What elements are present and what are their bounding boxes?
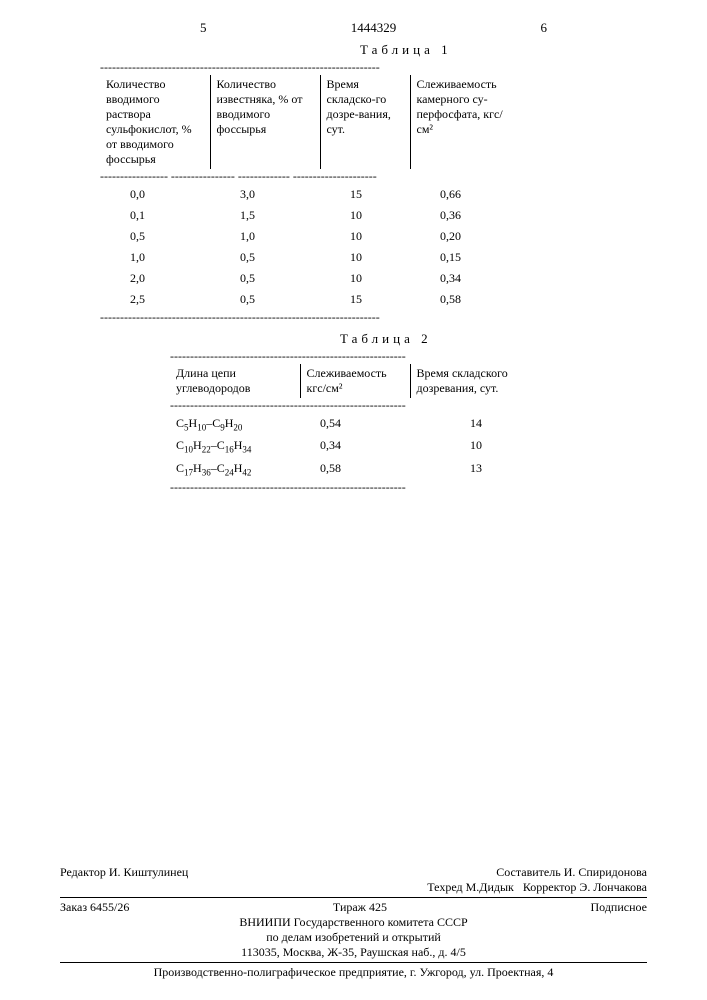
table1-caption: Таблица 1 [360, 42, 707, 58]
footer-divider-2 [60, 962, 647, 963]
table2-header-3: Время складского дозревания, сут. [410, 364, 550, 398]
editor-name: И. Киштулинец [109, 865, 188, 879]
page-num-right: 6 [541, 20, 548, 36]
cell: 0,1 [100, 205, 210, 226]
table2-body: C5H10–C9H20 0,54 14 C10H22–C16H34 0,34 1… [170, 413, 550, 480]
cell: 0,0 [100, 184, 210, 205]
bottom-line: Производственно-полиграфическое предприя… [0, 965, 707, 980]
table-row: 0,0 3,0 15 0,66 [100, 184, 520, 205]
table-row: 0,5 1,0 10 0,20 [100, 226, 520, 247]
cell: 0,5 [210, 247, 320, 268]
table2-header-2: Слеживаемость кгс/см² [300, 364, 410, 398]
compiler-info: Составитель И. Спиридонова [496, 865, 647, 880]
footer-row-order: Заказ 6455/26 Тираж 425 Подписное [0, 900, 707, 915]
cell: 10 [320, 205, 410, 226]
cell: C10H22–C16H34 [170, 435, 300, 457]
table1-header-3: Время складско-го дозре-вания, сут. [320, 75, 410, 169]
cell: 0,54 [300, 413, 410, 435]
document-footer: Редактор И. Киштулинец Составитель И. Сп… [0, 865, 707, 980]
cell: 1,0 [100, 247, 210, 268]
table-row: 2,5 0,5 15 0,58 [100, 289, 520, 310]
doc-number: 1444329 [351, 20, 397, 36]
address-line: 113035, Москва, Ж-35, Раушская наб., д. … [0, 945, 707, 960]
table-row: 2,0 0,5 10 0,34 [100, 268, 520, 289]
table2-header-1: Длина цепи углеводородов [170, 364, 300, 398]
table-row: 0,1 1,5 10 0,36 [100, 205, 520, 226]
table-row: C10H22–C16H34 0,34 10 [170, 435, 550, 457]
cell: C5H10–C9H20 [170, 413, 300, 435]
subscription: Подписное [591, 900, 648, 915]
tech-label: Техред [427, 880, 462, 894]
table2-border-top: ----------------------------------------… [170, 349, 707, 364]
page-header-numbers: 5 1444329 6 [0, 20, 707, 36]
cell: 0,5 [210, 268, 320, 289]
table1-header-2: Количество известняка, % от вводимого фо… [210, 75, 320, 169]
footer-row-credits: Редактор И. Киштулинец Составитель И. Сп… [0, 865, 707, 880]
org-line-1: ВНИИПИ Государственного комитета СССР [0, 915, 707, 930]
order-number: Заказ 6455/26 [60, 900, 129, 915]
cell: 10 [320, 226, 410, 247]
cell: 15 [320, 184, 410, 205]
table1-header-4: Слеживаемость камерного су-перфосфата, к… [410, 75, 520, 169]
table-row: 1,0 0,5 10 0,15 [100, 247, 520, 268]
table-row: C17H36–C24H42 0,58 13 [170, 458, 550, 480]
cell: C17H36–C24H42 [170, 458, 300, 480]
table1: Количество вводимого раствора сульфокисл… [100, 75, 520, 169]
table2: Длина цепи углеводородов Слеживаемость к… [170, 364, 550, 398]
table1-border-mid: ----------------- ---------------- -----… [100, 169, 707, 184]
cell: 0,58 [410, 289, 520, 310]
cell: 10 [320, 268, 410, 289]
table2-header-row: Длина цепи углеводородов Слеживаемость к… [170, 364, 550, 398]
corrector-label: Корректор [523, 880, 577, 894]
cell: 0,5 [100, 226, 210, 247]
cell: 0,36 [410, 205, 520, 226]
editor-info: Редактор И. Киштулинец [60, 865, 188, 880]
org-line-2: по делам изобретений и открытий [0, 930, 707, 945]
table2-caption: Таблица 2 [340, 331, 707, 347]
cell: 1,5 [210, 205, 320, 226]
cell: 0,20 [410, 226, 520, 247]
cell: 0,34 [300, 435, 410, 457]
editor-label: Редактор [60, 865, 106, 879]
table1-border-top: ----------------------------------------… [100, 60, 707, 75]
table1-body: 0,0 3,0 15 0,66 0,1 1,5 10 0,36 0,5 1,0 … [100, 184, 520, 310]
cell: 3,0 [210, 184, 320, 205]
table1-header-row: Количество вводимого раствора сульфокисл… [100, 75, 520, 169]
table1-header-1: Количество вводимого раствора сульфокисл… [100, 75, 210, 169]
cell: 0,66 [410, 184, 520, 205]
cell: 0,5 [210, 289, 320, 310]
tech-info: Техред М.Дидык Корректор Э. Лончакова [427, 880, 647, 895]
cell: 1,0 [210, 226, 320, 247]
cell: 14 [410, 413, 550, 435]
cell: 13 [410, 458, 550, 480]
table2-border-mid: ----------------------------------------… [170, 398, 707, 413]
document-page: 5 1444329 6 Таблица 1 ------------------… [0, 0, 707, 1000]
cell: 10 [320, 247, 410, 268]
tech-name: М.Дидык [466, 880, 514, 894]
cell: 0,34 [410, 268, 520, 289]
cell: 15 [320, 289, 410, 310]
table-row: C5H10–C9H20 0,54 14 [170, 413, 550, 435]
tirage: Тираж 425 [333, 900, 387, 915]
cell: 2,5 [100, 289, 210, 310]
cell: 0,15 [410, 247, 520, 268]
table1-border-bottom: ----------------------------------------… [100, 310, 707, 325]
corrector-name: Э. Лончакова [579, 880, 647, 894]
footer-row-tech: Техред М.Дидык Корректор Э. Лончакова [0, 880, 707, 895]
page-num-left: 5 [200, 20, 207, 36]
footer-divider-1 [60, 897, 647, 898]
compiler-name: И. Спиридонова [564, 865, 647, 879]
compiler-label: Составитель [496, 865, 560, 879]
cell: 0,58 [300, 458, 410, 480]
table2-border-bottom: ----------------------------------------… [170, 480, 707, 495]
cell: 2,0 [100, 268, 210, 289]
cell: 10 [410, 435, 550, 457]
